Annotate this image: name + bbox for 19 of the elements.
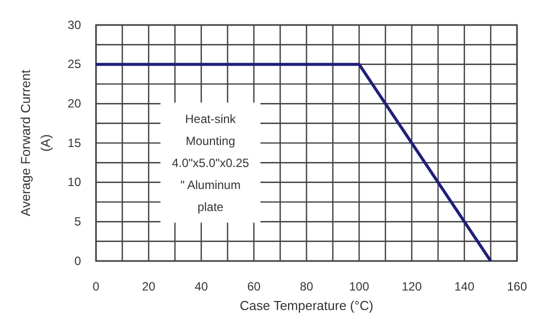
y-tick-label: 10 [68, 175, 82, 190]
x-tick-label: 20 [142, 280, 156, 294]
x-tick-label: 40 [194, 280, 208, 294]
x-tick-label: 120 [402, 280, 422, 294]
y-tick-label: 25 [68, 57, 82, 72]
y-tick-label: 30 [68, 18, 82, 32]
y-tick-label: 0 [74, 254, 82, 268]
x-tick-label: 60 [247, 280, 261, 294]
x-tick-label: 160 [506, 280, 528, 294]
x-tick-label: 100 [349, 280, 370, 294]
y-tick-label: 20 [68, 96, 82, 111]
x-tick-label: 140 [454, 280, 475, 294]
x-tick-label: 80 [300, 280, 314, 294]
annotation: Heat-sink Mounting 4.0"x5.0"x0.25 " Aluminum plate [172, 112, 250, 214]
y-tick-label: 5 [74, 214, 82, 229]
y-axis-title: Average Forward Current (A) [18, 69, 53, 216]
x-tick-label: 0 [92, 280, 100, 294]
x-axis-title: Case Temperature (°C) [240, 298, 374, 313]
y-tick-label: 15 [68, 136, 82, 150]
